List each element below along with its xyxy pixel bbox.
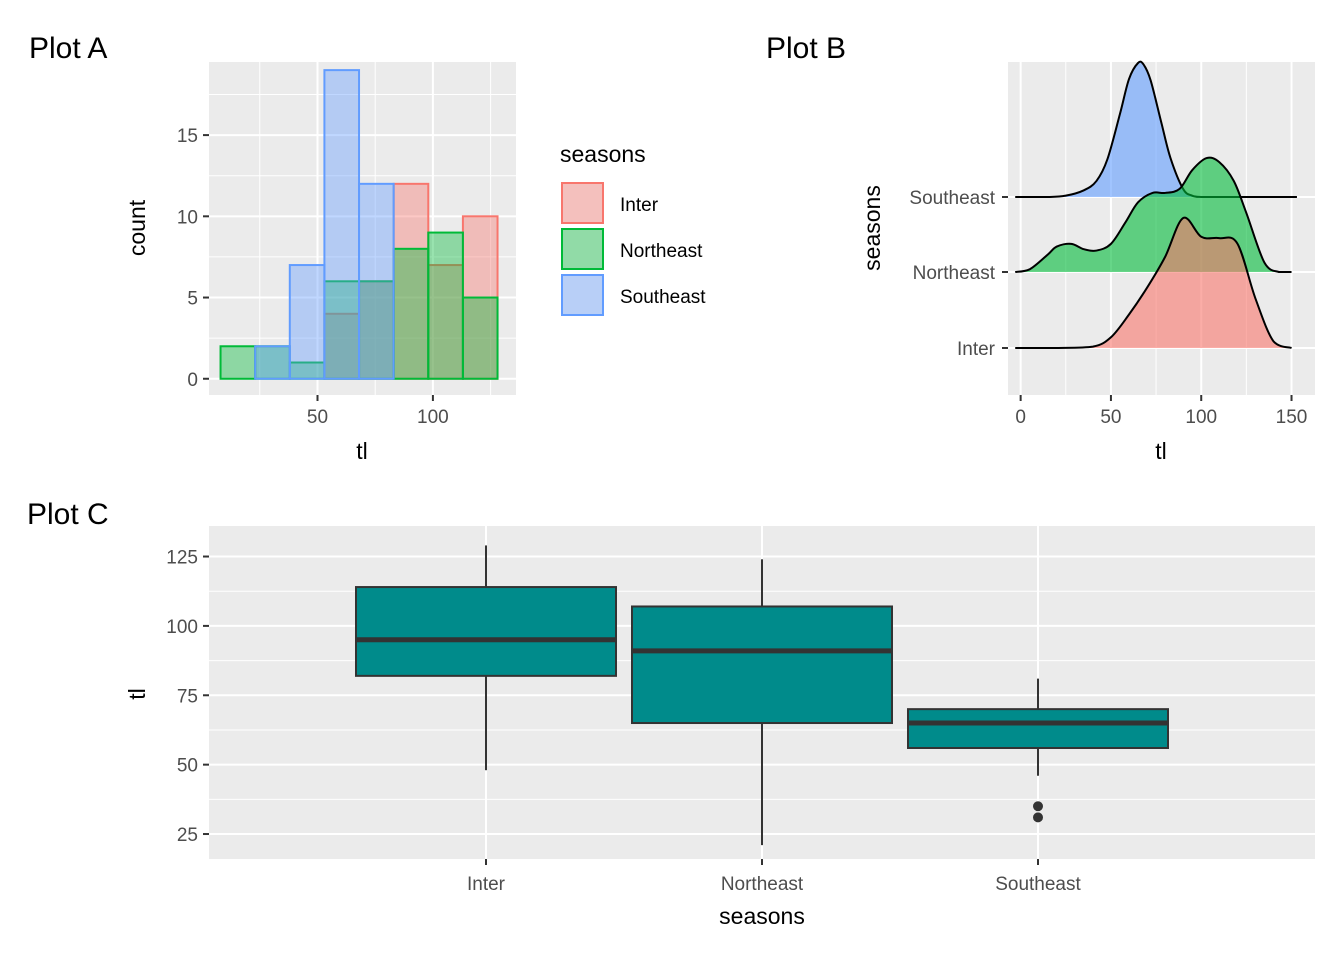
plot-c-y-tick-label: 100 [166, 617, 198, 638]
plot-c-y-tick-label: 25 [177, 825, 198, 846]
plot-a-y-tick-label: 5 [187, 289, 198, 310]
plot-c-boxes [355, 545, 1169, 846]
plot-a-y-axis-title: count [124, 199, 150, 256]
ridge-area [1015, 217, 1292, 348]
boxplot-northeast [631, 559, 893, 846]
plot-b-ridges [1015, 60, 1297, 349]
histogram-bar [219, 345, 257, 380]
plot-c-y-tick-label: 125 [166, 548, 198, 569]
plot-c-y-tick-label: 50 [177, 756, 198, 777]
histogram-bar [392, 247, 430, 380]
boxplot-southeast [907, 678, 1169, 823]
plot-c-x-tick-label: Inter [467, 874, 506, 895]
plot-b-y-tick-label: Northeast [913, 263, 996, 284]
outlier-point [1033, 801, 1043, 812]
plot-b-y-axis-title: seasons [859, 185, 885, 271]
plot-a-ticks: 50 100 0 5 10 15 [177, 126, 449, 428]
plot-c-x-tick-label: Southeast [995, 874, 1081, 895]
plot-a-legend-title: seasons [560, 141, 646, 167]
plot-b-y-tick-label: Inter [957, 339, 996, 360]
plot-b-y-tick-label: Southeast [909, 188, 995, 209]
histogram-bar [358, 182, 395, 380]
plot-c-ticks: 25 50 75 100 125 Inter Northeast Southeast [166, 548, 1081, 895]
plot-a-title: Plot A [29, 32, 107, 65]
plot-a-series-southeast [254, 69, 395, 380]
ridge-outline [1015, 156, 1292, 273]
legend-key-background [561, 228, 604, 270]
histogram-bar [461, 296, 499, 380]
box-iqr [631, 605, 893, 725]
legend-label: Southeast [620, 287, 706, 308]
legend-key-background [561, 182, 604, 224]
plot-a-x-tick-label: 50 [307, 407, 328, 428]
legend-label: Inter [620, 195, 659, 216]
ridge-area [1015, 61, 1297, 197]
plot-a-y-tick-label: 0 [187, 370, 198, 391]
plot-a-y-tick-label: 10 [177, 207, 198, 228]
plot-b-x-tick-label: 100 [1185, 407, 1217, 428]
plot-b-ticks: 0 50 100 150 Inter Northeast Southeast [909, 188, 1307, 428]
legend-key-background [561, 274, 604, 316]
plot-a-x-tick-label: 100 [417, 407, 449, 428]
legend-key-southeast [561, 274, 604, 316]
plot-b: Plot B 0 50 100 150InterNortheastSoutheast … [766, 32, 1315, 464]
plot-c-x-axis-title: seasons [719, 903, 805, 929]
plot-c-x-tick-label: Northeast [721, 874, 804, 895]
plot-a-series-northeast [219, 231, 499, 380]
legend-swatch [561, 228, 604, 270]
plot-a-x-axis-title: tl [356, 438, 368, 464]
box-iqr [907, 708, 1169, 750]
histogram-bar [358, 280, 395, 380]
histogram-bar [254, 345, 291, 380]
histogram-bar [427, 231, 464, 380]
plot-b-x-tick-label: 0 [1015, 407, 1026, 428]
plot-a-y-tick-label: 15 [177, 126, 198, 147]
ridge-inter [1015, 216, 1292, 349]
plot-c-y-axis-title: tl [124, 688, 150, 700]
histogram-bar [323, 69, 361, 380]
plot-b-x-tick-label: 150 [1276, 407, 1308, 428]
legend-swatch [561, 182, 604, 224]
plot-a-series-inter [323, 182, 499, 380]
boxplot-inter [355, 545, 617, 771]
box-iqr [355, 586, 617, 677]
plot-b-x-tick-label: 50 [1100, 407, 1121, 428]
plot-a: Plot A 50 100 0 5 10 15 tl count seasons Inte… [29, 32, 706, 464]
plot-b-x-axis-title: tl [1155, 438, 1167, 464]
legend-key-inter [561, 182, 604, 224]
histogram-bar [288, 264, 326, 380]
plot-c: Plot C 25 50 75 100 125 Inter Northeast Southea… [27, 498, 1315, 929]
outlier-point [1033, 812, 1043, 823]
plot-a-legend: seasons Inter Northeast Southeast [560, 141, 706, 316]
plot-c-title: Plot C [27, 498, 109, 531]
ridge-outline [1015, 216, 1292, 349]
legend-key-northeast [561, 228, 604, 270]
legend-swatch [561, 274, 604, 316]
plot-a-bars [219, 69, 499, 380]
plot-c-y-tick-label: 75 [177, 686, 198, 707]
legend-label: Northeast [620, 241, 703, 262]
plot-b-title: Plot B [766, 32, 846, 65]
